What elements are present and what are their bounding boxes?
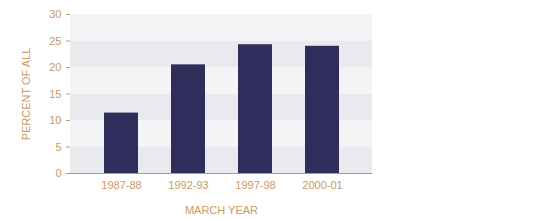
svg-text:15: 15 — [49, 88, 61, 100]
svg-text:1997-98: 1997-98 — [235, 179, 275, 191]
svg-text:25: 25 — [49, 35, 61, 47]
svg-text:30: 30 — [49, 8, 61, 20]
svg-text:20: 20 — [49, 61, 61, 73]
svg-text:1992-93: 1992-93 — [168, 179, 208, 191]
svg-text:10: 10 — [49, 114, 61, 126]
svg-text:0: 0 — [55, 167, 61, 179]
svg-text:2000-01: 2000-01 — [302, 179, 342, 191]
svg-text:PERCENT OF ALL: PERCENT OF ALL — [20, 48, 32, 141]
svg-text:MARCH YEAR: MARCH YEAR — [185, 204, 258, 216]
svg-text:5: 5 — [55, 141, 61, 153]
svg-text:1987-88: 1987-88 — [101, 179, 141, 191]
